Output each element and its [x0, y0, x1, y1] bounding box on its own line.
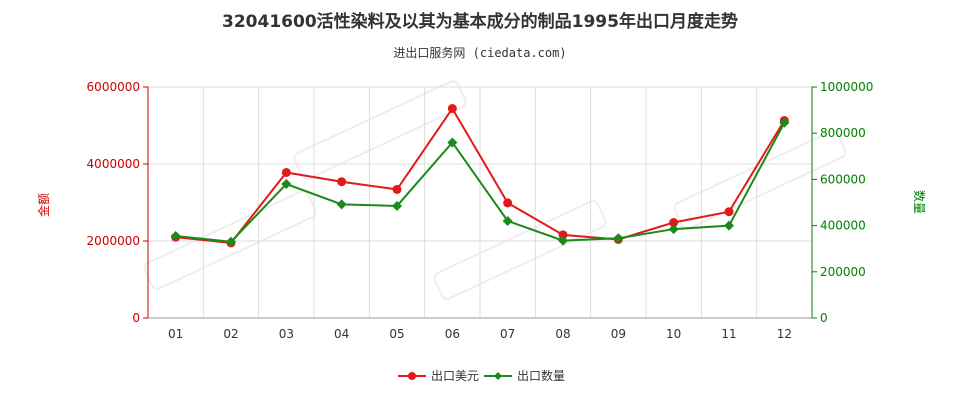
series-point-1	[337, 177, 347, 187]
y-left-tick-label: 0	[132, 311, 140, 325]
axes	[147, 87, 813, 319]
x-tick-label: 07	[500, 327, 515, 341]
chart-subtitle: 进出口服务网 (ciedata.com)	[393, 45, 566, 60]
legend-marker	[408, 372, 416, 380]
legend: 出口美元 出口数量	[398, 368, 565, 383]
legend-label: 出口数量	[517, 368, 565, 383]
chart-title: 32041600活性染料及以其为基本成分的制品1995年出口月度走势	[222, 11, 738, 32]
series-point-2	[447, 137, 458, 148]
series-point-2	[779, 117, 790, 128]
series-point-2	[226, 236, 236, 247]
watermark-layer	[143, 80, 847, 300]
watermark-shape	[433, 200, 607, 300]
series-point-1	[503, 198, 513, 208]
y-right-axis-label: 数量	[912, 190, 927, 214]
x-tick-label: 08	[555, 327, 570, 341]
series-line-1	[175, 106, 786, 244]
legend-label: 出口美元	[431, 369, 479, 383]
y-right-tick-label: 0	[820, 311, 828, 325]
x-tick-label: 12	[777, 327, 792, 341]
series-point-1	[558, 230, 568, 240]
watermark-shape	[673, 130, 847, 230]
series-point-1	[392, 184, 402, 194]
series-point-2	[613, 233, 624, 244]
y-right-tick-label: 800000	[820, 126, 866, 140]
y-right-tick-label: 1000000	[820, 80, 873, 94]
y-right-tick-label: 600000	[820, 172, 866, 186]
series-point-1	[447, 104, 457, 114]
series-point-2	[392, 200, 402, 211]
series-point-1	[281, 167, 291, 177]
y-left-ticks: 0 2000000 4000000 6000000	[87, 80, 148, 325]
x-tick-label: 04	[334, 327, 349, 341]
x-tick-label: 03	[279, 327, 294, 341]
watermark-shape	[293, 80, 467, 180]
series-point-2	[336, 199, 347, 210]
x-tick-label: 06	[445, 327, 460, 341]
x-tick-label: 10	[666, 327, 681, 341]
series-point-1	[669, 218, 679, 228]
legend-marker	[494, 372, 502, 380]
series-layer	[170, 104, 790, 248]
x-tick-label: 09	[611, 327, 626, 341]
y-left-axis-label: 金额	[36, 193, 51, 217]
series-point-2	[281, 179, 292, 190]
series-point-2	[502, 215, 513, 226]
y-left-tick-label: 6000000	[87, 80, 140, 94]
x-tick-label: 05	[389, 327, 404, 341]
series-point-2	[724, 220, 734, 231]
y-left-tick-label: 2000000	[87, 234, 140, 248]
series-point-2	[558, 235, 568, 246]
series-line-2	[175, 122, 786, 243]
y-right-ticks: 0 200000 400000 600000 800000 1000000	[812, 80, 873, 325]
x-axis-ticks: 01 02 03 04 05 06 07 08 09 10 11 12	[168, 327, 792, 341]
x-tick-label: 01	[168, 327, 183, 341]
grid	[147, 86, 813, 319]
series-point-1	[724, 207, 734, 217]
x-tick-label: 11	[721, 327, 736, 341]
series-point-2	[668, 224, 679, 235]
x-tick-label: 02	[223, 327, 238, 341]
y-right-tick-label: 200000	[820, 265, 866, 279]
series-point-2	[170, 230, 181, 241]
y-left-tick-label: 4000000	[87, 157, 140, 171]
y-right-tick-label: 400000	[820, 219, 866, 233]
